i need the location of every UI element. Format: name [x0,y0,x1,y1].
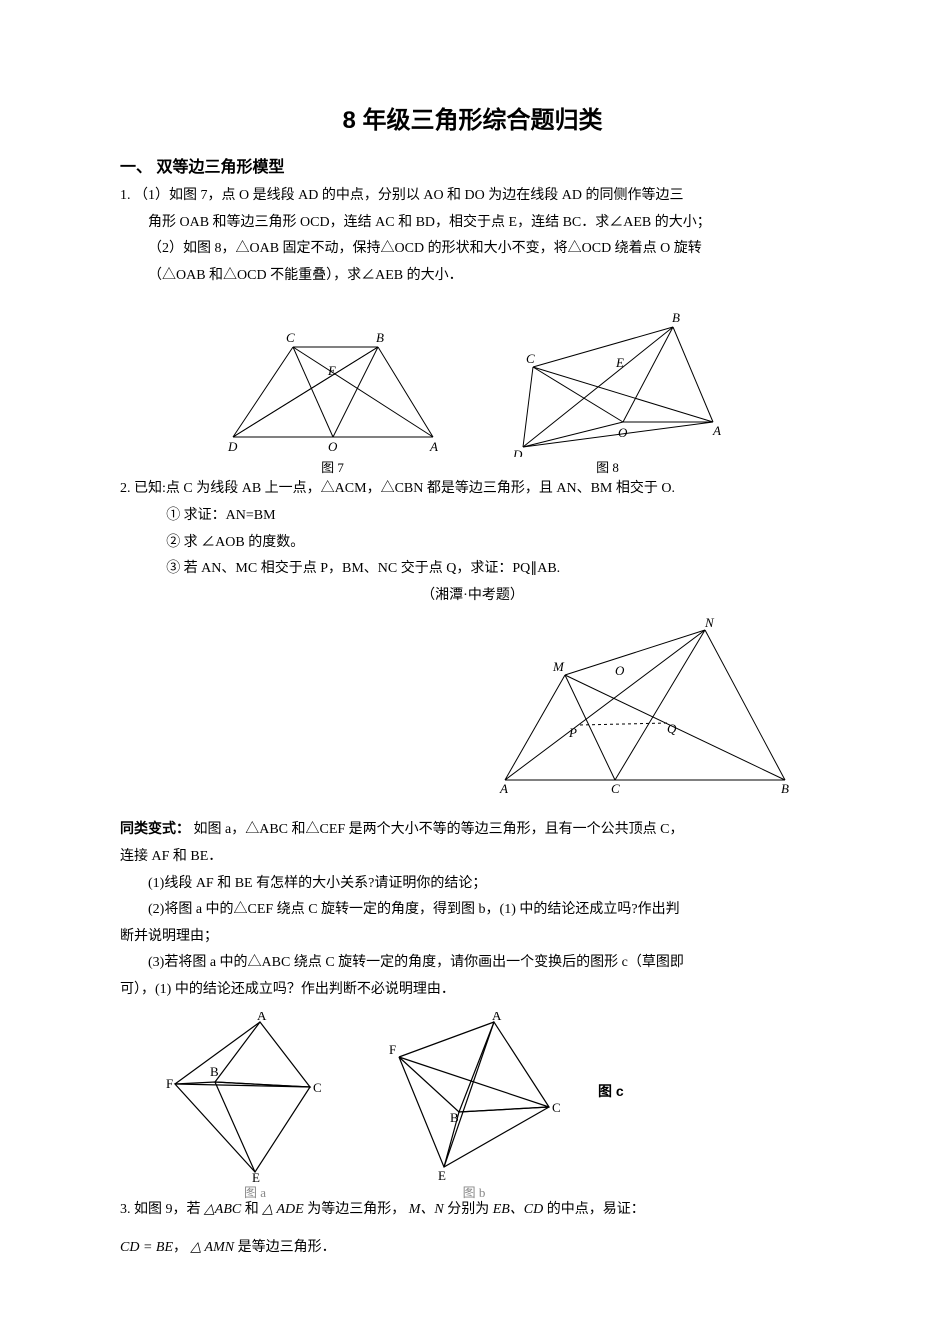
q3-cdbe: CD = BE [120,1240,173,1255]
svg-text:C: C [286,330,295,345]
q2-item-3: ③ 若 AN、MC 相交于点 P，BM、NC 交于点 Q，求证：PQ∥AB. [120,556,825,583]
svg-text:C: C [526,351,535,366]
q3-he: 和 [245,1202,259,1217]
svg-text:O: O [615,663,625,678]
figure-c-label: 图 c [598,1081,624,1131]
q2-number: 2. [120,481,131,496]
svg-text:Q: Q [667,721,677,736]
q3-amn: △ AMN [191,1240,235,1255]
q1: 1. （1）如图 7，点 O 是线段 AD 的中点，分别以 AO 和 DO 为边… [120,183,825,210]
svg-text:D: D [227,439,238,454]
svg-text:C: C [313,1080,322,1095]
svg-text:F: F [389,1042,396,1057]
q2-source: （湘潭·中考题） [120,583,825,610]
figure-8-caption: 图 8 [596,457,619,476]
svg-text:M: M [552,659,565,674]
svg-text:A: A [429,439,438,454]
svg-text:B: B [672,310,680,325]
svg-text:A: A [499,781,508,795]
q3: 3. 如图 9，若 △ABC 和 △ ADE 为等边三角形， M、N 分别为 E… [120,1197,825,1224]
svg-text:A: A [492,1012,502,1023]
page: 8 年级三角形综合题归类 一、 双等边三角形模型 1. （1）如图 7，点 O … [0,0,945,1322]
svg-text:E: E [327,363,336,378]
variant-part2-l2: 断并说明理由； [120,924,825,951]
figure-row-1: D O A C B E 图 7 [120,307,825,476]
figure-8: C B E D O A 图 8 [488,307,728,476]
svg-text:B: B [781,781,789,795]
svg-text:B: B [450,1110,459,1125]
q3-text-a: 如图 9，若 [134,1202,201,1217]
variant-part3-l1: (3)若将图 a 中的△ABC 绕点 C 旋转一定的角度，请你画出一个变换后的图… [120,950,825,977]
svg-text:O: O [618,425,628,440]
q3-ebcd: EB、CD [493,1202,544,1217]
q3-number: 3. [120,1202,131,1217]
figure-q2: A C B M N O P Q [120,615,825,795]
figure-7: D O A C B E 图 7 [218,327,448,476]
q2-item-1: ① 求证：AN=BM [120,503,825,530]
svg-text:O: O [328,439,338,454]
variant-head: 同类变式： [120,820,190,836]
svg-text:E: E [438,1168,446,1182]
q3-text-b: 为等边三角形， [307,1202,405,1217]
q3-tail: 是等边三角形． [238,1240,336,1255]
svg-text:E: E [252,1170,260,1182]
svg-text:B: B [376,330,384,345]
svg-text:A: A [712,423,721,438]
q1-part2-line2: （△OAB 和△OCD 不能重叠），求∠AEB 的大小． [120,263,825,290]
q1-part1-line1: （1）如图 7，点 O 是线段 AD 的中点，分别以 AO 和 DO 为边在线段… [134,188,684,203]
svg-text:C: C [552,1100,561,1115]
figure-row-2: A B C F E 图 a A B C F [120,1012,825,1201]
figure-b: A B C F E 图 b [374,1012,574,1201]
svg-text:N: N [704,615,715,630]
variant-line1: 如图 a，△ABC 和△CEF 是两个大小不等的等边三角形，且有一个公共顶点 C… [190,822,684,837]
q3-line2: CD = BE， △ AMN 是等边三角形． [120,1235,825,1262]
svg-text:D: D [512,447,523,457]
svg-text:F: F [166,1076,173,1091]
variant-part3-l2: 可），(1) 中的结论还成立吗？作出判断不必说明理由． [120,977,825,1004]
q1-part2-line1: （2）如图 8，△OAB 固定不动，保持△OCD 的形状和大小不变，将△OCD … [120,236,825,263]
q3-ade: △ ADE [262,1202,303,1217]
svg-text:B: B [210,1064,219,1079]
figure-7-caption: 图 7 [321,457,344,476]
svg-text:C: C [611,781,620,795]
q3-comma: ， [173,1240,187,1255]
q2-stem: 已知:点 C 为线段 AB 上一点，△ACM，△CBN 都是等边三角形，且 AN… [134,481,675,496]
q1-part1-line2: 角形 OAB 和等边三角形 OCD，连结 AC 和 BD，相交于点 E，连结 B… [120,210,825,237]
q3-mn: M、N [409,1202,444,1217]
svg-text:P: P [568,725,577,740]
q2-item-2: ② 求 ∠AOB 的度数。 [120,530,825,557]
q3-abc: △ABC [204,1202,241,1217]
q3-text-d: 的中点，易证： [547,1202,645,1217]
svg-text:A: A [257,1012,267,1023]
variant-line2: 连接 AF 和 BE． [120,844,825,871]
q2: 2. 已知:点 C 为线段 AB 上一点，△ACM，△CBN 都是等边三角形，且… [120,476,825,503]
section-heading-1: 一、 双等边三角形模型 [120,153,825,177]
variant-part1: (1)线段 AF 和 BE 有怎样的大小关系?请证明你的结论； [120,871,825,898]
q1-number: 1. [120,188,131,203]
doc-title: 8 年级三角形综合题归类 [120,100,825,135]
q3-text-c: 分别为 [447,1202,489,1217]
svg-text:E: E [615,355,624,370]
figure-a: A B C F E 图 a [160,1012,350,1201]
variant-part2-l1: (2)将图 a 中的△CEF 绕点 C 旋转一定的角度，得到图 b，(1) 中的… [120,897,825,924]
variant-block: 同类变式： 如图 a，△ABC 和△CEF 是两个大小不等的等边三角形，且有一个… [120,815,825,844]
